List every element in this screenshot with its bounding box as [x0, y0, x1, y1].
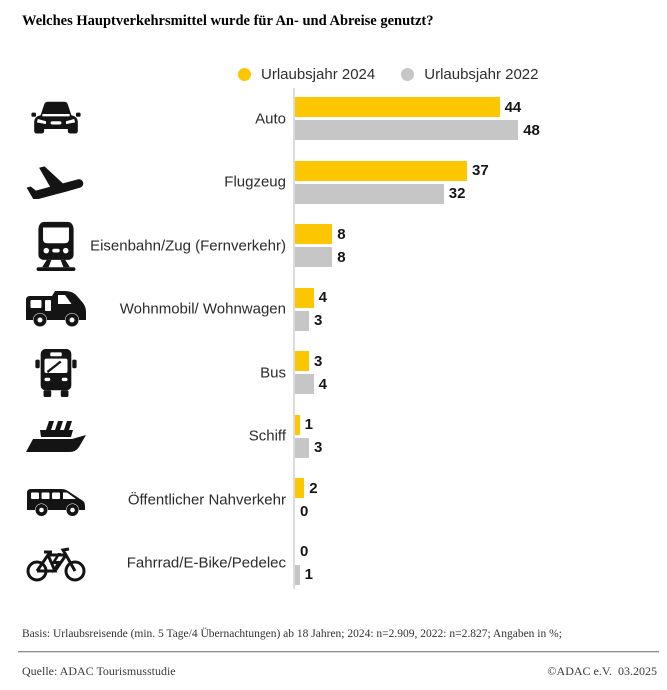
value-label-2022: 0	[300, 502, 309, 520]
category-label: Wohnmobil/ Wohnwagen	[119, 300, 286, 318]
value-label-2022: 48	[523, 121, 540, 139]
category-label: Eisenbahn/Zug (Fernverkehr)	[90, 237, 286, 254]
ship-icon	[18, 418, 94, 454]
copyright-text: ©ADAC e.V. 03.2025	[547, 664, 657, 678]
legend-label-2024: Urlaubsjahr 2024	[261, 66, 376, 83]
chart-row-schiff: Schiff 1 3	[0, 414, 667, 458]
value-label-2024: 8	[337, 225, 346, 243]
value-label-2024: 2	[309, 479, 318, 497]
value-label-2024: 1	[304, 416, 313, 433]
chart-row-bus: Bus 3 4	[0, 348, 667, 397]
chart-row-wohnmobil: Wohnmobil/ Wohnwagen 4 3	[0, 287, 667, 331]
value-label-2024: 3	[313, 352, 323, 370]
bar-chart: Auto 44 48 Flugzeug 37 32	[0, 97, 667, 607]
chart-row-auto: Auto 44 48	[0, 97, 667, 140]
chart-row-eisenbahn: Eisenbahn/Zug (Fernverkehr) 8 8	[0, 221, 667, 271]
chart-row-fahrrad: Fahrrad/E-Bike/Pedelec 0 1	[0, 542, 667, 585]
value-label-2022: 8	[337, 248, 346, 266]
bar-2022	[295, 247, 333, 267]
value-label-2022: 1	[304, 566, 313, 583]
basis-note: Basis: Urlaubsreisende (min. 5 Tage/4 Üb…	[22, 628, 562, 640]
train-icon	[18, 221, 94, 271]
bar-2022	[295, 437, 309, 458]
bar-2024	[295, 160, 468, 181]
category-label: Bus	[260, 364, 286, 381]
bar-2024	[295, 351, 309, 371]
chart-row-nahverkehr: Öffentlicher Nahverkehr 2 0	[0, 478, 667, 521]
camper-icon	[18, 288, 94, 330]
value-label-2022: 3	[313, 439, 323, 456]
category-label: Schiff	[248, 427, 286, 445]
airplane-icon	[18, 165, 94, 199]
bar-2024	[295, 97, 500, 117]
chart-row-flugzeug: Flugzeug 37 32	[0, 160, 667, 204]
footer-row: Quelle: ADAC Tourismusstudie ©ADAC e.V. …	[22, 664, 657, 679]
legend: Urlaubsjahr 2024 Urlaubsjahr 2022	[238, 66, 539, 83]
footer-divider	[18, 651, 659, 653]
bar-2022	[295, 120, 519, 140]
legend-item-2024: Urlaubsjahr 2024	[238, 66, 375, 83]
minibus-icon	[18, 482, 94, 518]
bicycle-icon	[18, 543, 94, 583]
value-label-2024: 37	[472, 162, 489, 179]
value-label-2024: 0	[300, 543, 309, 560]
bar-group: 37 32	[295, 160, 489, 204]
value-label-2022: 4	[318, 375, 327, 393]
legend-label-2022: Urlaubsjahr 2022	[424, 66, 539, 83]
bus-front-icon	[18, 348, 94, 398]
value-label-2024: 44	[504, 98, 522, 116]
bar-group: 3 4	[295, 351, 327, 394]
bar-2024	[295, 287, 314, 308]
car-icon	[18, 99, 94, 139]
legend-dot-2024-icon	[238, 68, 251, 81]
value-label-2024: 4	[318, 289, 327, 306]
axis-line	[293, 88, 295, 589]
category-label: Auto	[255, 110, 286, 127]
category-label: Fahrrad/E-Bike/Pedelec	[126, 554, 286, 572]
bar-2022	[295, 564, 300, 585]
bar-2022	[295, 183, 444, 204]
bar-2024	[295, 224, 333, 244]
bar-group: 2 0	[295, 478, 318, 521]
bar-2022	[295, 310, 309, 331]
legend-item-2022: Urlaubsjahr 2022	[401, 66, 539, 83]
bar-2024	[295, 414, 300, 435]
category-label: Flugzeug	[224, 173, 286, 191]
bar-2024	[295, 478, 305, 498]
page-title: Welches Hauptverkehrsmittel wurde für An…	[22, 13, 434, 29]
value-label-2022: 3	[313, 312, 323, 329]
category-label: Öffentlicher Nahverkehr	[127, 491, 286, 508]
bar-group: 8 8	[295, 224, 346, 267]
source-text: Quelle: ADAC Tourismusstudie	[22, 664, 176, 678]
bar-group: 0 1	[295, 542, 313, 585]
bar-group: 4 3	[295, 287, 327, 331]
bar-group: 44 48	[295, 97, 540, 140]
value-label-2022: 32	[448, 185, 466, 202]
legend-dot-2022-icon	[401, 68, 415, 81]
bar-group: 1 3	[295, 414, 323, 458]
bar-2022	[295, 374, 314, 394]
